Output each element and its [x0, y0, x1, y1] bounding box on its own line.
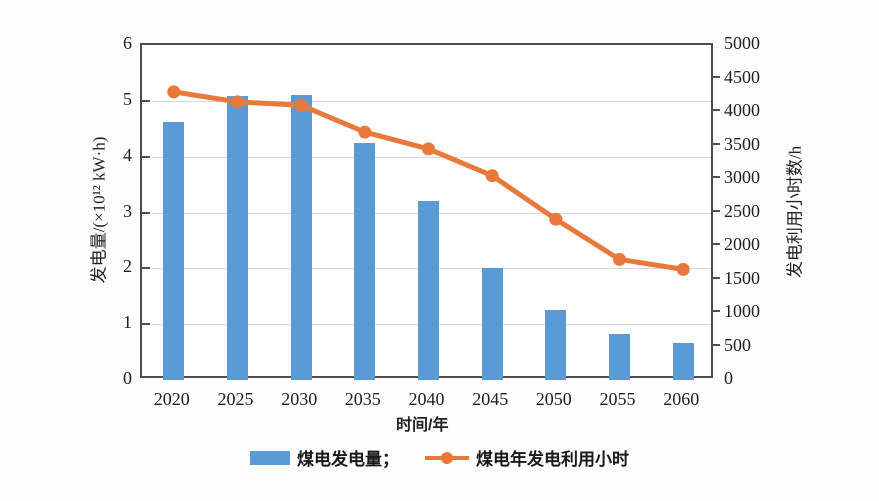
bar-2060	[672, 343, 694, 380]
right-axis-label-2500: 2500	[724, 200, 760, 221]
bar-2045	[481, 268, 503, 380]
left-axis-label-4: 4	[123, 144, 132, 165]
right-axis-title: 发电利用小时数/h	[785, 145, 805, 279]
x-axis-label-2050: 2050	[535, 389, 572, 409]
bar-swatch-icon	[250, 450, 290, 465]
right-axis-label-1500: 1500	[724, 267, 760, 288]
x-axis-label-2030: 2030	[281, 389, 318, 409]
bar-2040	[418, 201, 439, 380]
left-axis-label-6: 6	[123, 33, 132, 53]
left-tick-4	[142, 155, 150, 158]
right-tick-4000	[713, 109, 720, 111]
line-marker-2050	[549, 212, 563, 226]
line-marker-2030	[294, 98, 308, 112]
right-tick-500	[713, 343, 720, 346]
left-axis-label-5: 5	[123, 88, 132, 109]
line-marker-swatch-icon	[425, 451, 469, 465]
left-axis-label-1: 1	[123, 312, 132, 333]
line-marker-2040	[422, 142, 435, 156]
left-tick-3	[142, 211, 150, 214]
left-tick-5	[142, 99, 150, 102]
legend-item-line: 煤电年发电利用小时	[425, 445, 629, 470]
right-axis-label-3500: 3500	[724, 133, 760, 154]
right-tick-3000	[713, 176, 720, 178]
right-axis-label-500: 500	[724, 334, 751, 355]
line-series	[167, 85, 690, 276]
right-tick-2500	[713, 209, 720, 212]
line-marker-2020	[167, 85, 181, 99]
left-axis-label-0: 0	[123, 368, 132, 388]
right-axis-label-1000: 1000	[724, 301, 760, 321]
legend: 煤电发电量； 煤电年发电利用小时	[0, 445, 879, 470]
x-axis-label-2045: 2045	[472, 389, 509, 409]
gridline-5	[142, 100, 711, 102]
right-axis-label-0: 0	[724, 368, 733, 388]
plot-area	[140, 43, 713, 381]
legend-bar-label: 煤电发电量；	[297, 450, 399, 469]
right-tick-1500	[713, 276, 720, 279]
bar-2025	[227, 96, 248, 380]
left-axis-label-2: 2	[123, 256, 132, 277]
line-marker-2025	[231, 95, 244, 109]
x-axis-label-2055: 2055	[599, 389, 636, 409]
line-swatch-marker	[441, 451, 453, 464]
left-tick-1	[142, 323, 150, 326]
right-axis-label-5000: 5000	[724, 33, 760, 53]
x-axis-title: 时间/年	[396, 417, 449, 434]
x-axis-label-2040: 2040	[408, 389, 445, 409]
line-marker-2035	[358, 125, 372, 139]
left-axis-title: 发电量/(×10¹² kW·h)	[89, 136, 109, 284]
left-axis-label-3: 3	[123, 200, 132, 221]
right-axis-label-4000: 4000	[724, 100, 760, 120]
right-axis-label-2000: 2000	[724, 234, 760, 254]
line-marker-2055	[613, 252, 626, 266]
x-axis-label-2025: 2025	[217, 389, 254, 409]
line-marker-2060	[676, 262, 690, 276]
right-tick-4500	[713, 75, 720, 78]
x-axis-label-2060: 2060	[663, 389, 700, 409]
bar-2020	[163, 121, 185, 380]
bar-2050	[545, 310, 567, 380]
bar-2035	[354, 142, 376, 380]
bar-2055	[609, 334, 630, 380]
x-axis-label-2020: 2020	[153, 389, 190, 409]
right-tick-3500	[713, 142, 720, 145]
right-axis-label-3000: 3000	[724, 167, 760, 187]
gridline-4	[142, 156, 711, 158]
utilization-line	[173, 89, 684, 272]
right-tick-2000	[713, 243, 720, 245]
right-axis-label-4500: 4500	[724, 66, 760, 87]
line-marker-2045	[485, 169, 499, 183]
bar-2030	[290, 95, 312, 381]
legend-item-bar: 煤电发电量；	[250, 445, 399, 470]
left-tick-2	[142, 267, 150, 270]
legend-line-label: 煤电年发电利用小时	[476, 450, 629, 469]
x-axis-label-2035: 2035	[344, 389, 381, 409]
right-tick-1000	[713, 310, 720, 312]
